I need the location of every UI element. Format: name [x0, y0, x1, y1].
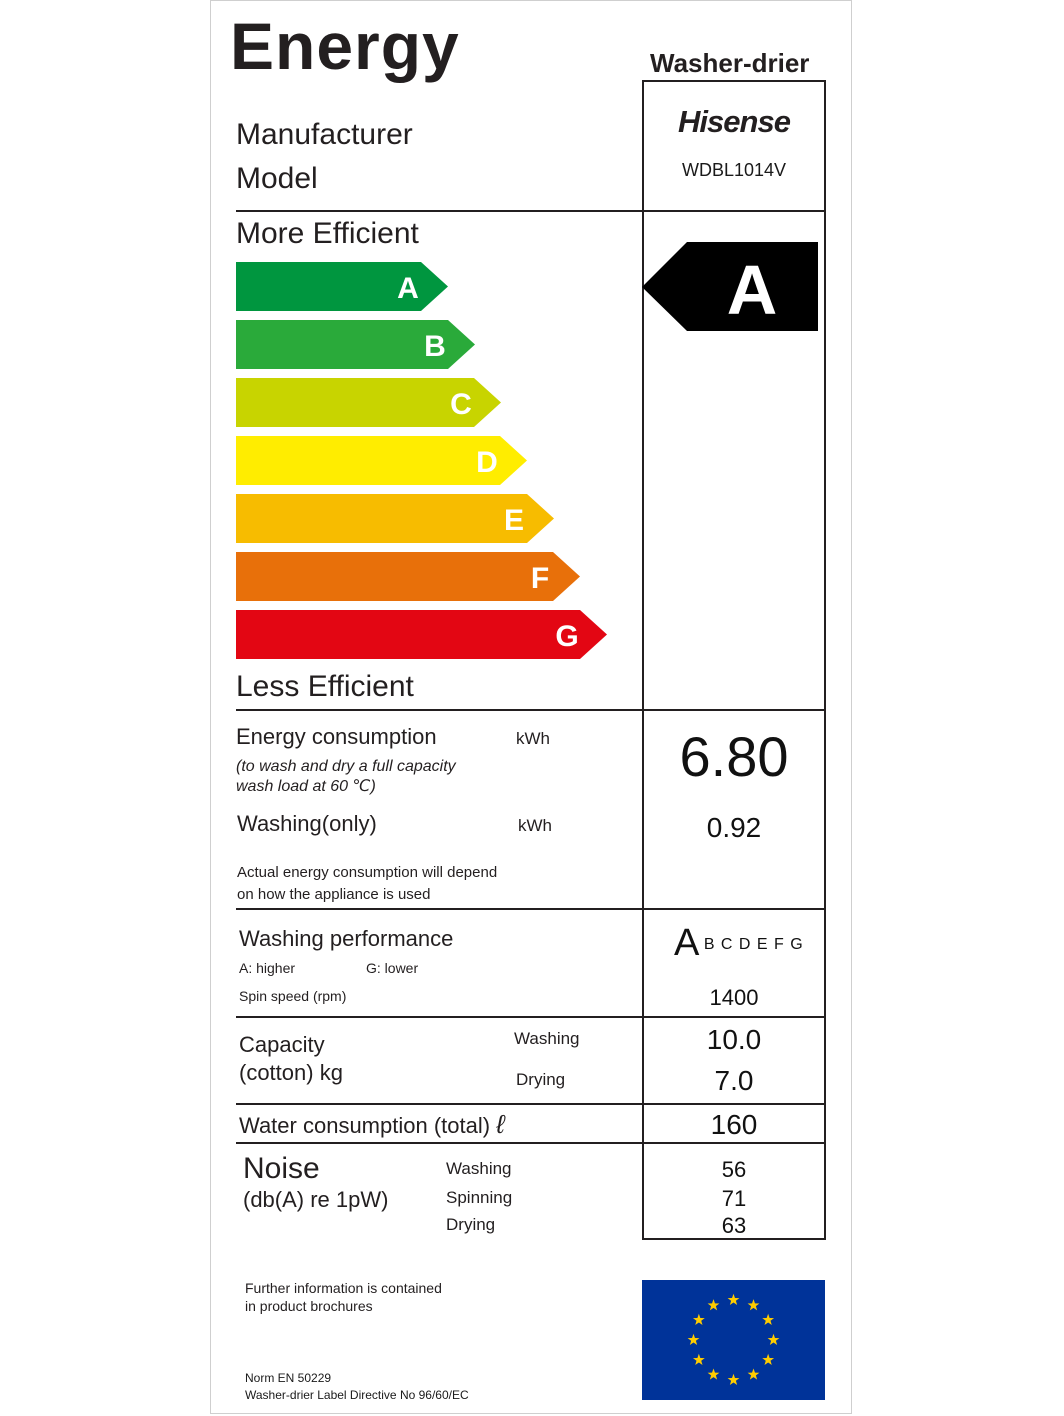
class-bar-g-shape	[236, 610, 607, 659]
label-frame	[210, 0, 852, 1414]
class-bar-b: B	[236, 320, 475, 369]
eu-star-icon	[762, 1313, 775, 1326]
eu-star-icon	[767, 1333, 780, 1346]
noise-unit: (db(A) re 1pW)	[243, 1187, 389, 1212]
energy-note-line1: (to wash and dry a full capacity	[236, 758, 456, 775]
class-bar-e-letter: E	[504, 504, 524, 537]
more-efficient-label: More Efficient	[236, 217, 419, 250]
eu-star-icon	[692, 1313, 705, 1326]
class-bar-a-shape	[236, 262, 448, 311]
performance-rating-big: A	[674, 922, 700, 964]
appliance-type: Washer-drier	[650, 48, 810, 78]
performance-higher-label: A: higher	[239, 960, 296, 976]
class-bar-f-letter: F	[531, 562, 549, 595]
manufacturer-label: Manufacturer	[236, 118, 413, 151]
class-bar-c-shape	[236, 378, 501, 427]
noise-washing-value: 56	[721, 1157, 747, 1182]
water-consumption-value: 160	[710, 1109, 758, 1140]
class-bar-c: C	[236, 378, 501, 427]
spin-speed-value: 1400	[709, 985, 759, 1010]
divider-identity	[236, 210, 826, 212]
class-bar-b-shape	[236, 320, 475, 369]
eu-star-icon	[762, 1353, 775, 1366]
performance-lower-label: G: lower	[366, 960, 419, 976]
rating-arrow: A	[642, 242, 818, 331]
water-unit: ℓ	[496, 1109, 505, 1139]
energy-consumption-value: 6.80	[679, 725, 789, 788]
performance-rating-rest: B C D E F G	[703, 936, 804, 953]
class-bar-d-letter: D	[476, 446, 498, 479]
less-efficient-label: Less Efficient	[236, 670, 414, 703]
eu-star-icon	[707, 1368, 720, 1380]
class-bar-a-letter: A	[397, 272, 419, 305]
class-bar-g-letter: G	[555, 620, 578, 653]
noise-label: Noise	[243, 1152, 320, 1185]
efficiency-scale: A B C D E F G	[236, 262, 607, 659]
footer-directive: Washer-drier Label Directive No 96/60/EC	[245, 1388, 469, 1402]
class-bar-d-shape	[236, 436, 527, 485]
divider-capacity	[236, 1103, 826, 1105]
eu-flag-icon	[642, 1280, 825, 1400]
divider-scale	[236, 709, 826, 711]
divider-performance	[236, 1016, 826, 1018]
noise-spinning-label: Spinning	[446, 1188, 513, 1207]
energy-note-line2: wash load at 60 ℃)	[236, 778, 376, 795]
washing-only-value: 0.92	[706, 812, 762, 843]
capacity-drying-label: Drying	[516, 1070, 566, 1089]
capacity-washing-label: Washing	[514, 1029, 580, 1048]
noise-drying-value: 63	[721, 1213, 747, 1238]
class-bar-a: A	[236, 262, 448, 311]
eu-star-icon	[727, 1293, 740, 1306]
capacity-drying-value: 7.0	[714, 1065, 754, 1096]
eu-star-icon	[687, 1333, 700, 1346]
footer-info-line1: Further information is contained	[245, 1280, 442, 1296]
washing-only-unit: kWh	[518, 816, 552, 835]
noise-washing-label: Washing	[446, 1159, 512, 1178]
class-bar-b-letter: B	[424, 330, 446, 363]
actual-consumption-line2: on how the appliance is used	[237, 886, 431, 903]
energy-consumption-unit: kWh	[516, 729, 550, 748]
eu-star-icon	[692, 1353, 705, 1366]
model-label: Model	[236, 162, 318, 195]
class-bar-c-letter: C	[450, 388, 472, 421]
water-consumption-text: Water consumption (total)	[239, 1113, 491, 1138]
spin-speed-label: Spin speed (rpm)	[239, 988, 347, 1004]
class-bar-f: F	[236, 552, 580, 601]
performance-rating: A B C D E F G	[674, 922, 804, 965]
class-bar-g: G	[236, 610, 607, 659]
noise-drying-label: Drying	[446, 1215, 496, 1234]
eu-star-icon	[747, 1299, 760, 1311]
class-bar-e-shape	[236, 494, 554, 543]
footer-info-line2: in product brochures	[245, 1298, 373, 1314]
divider-energy	[236, 908, 826, 910]
actual-consumption-line1: Actual energy consumption will depend	[237, 864, 498, 881]
eu-star-icon	[727, 1373, 740, 1386]
noise-spinning-value: 71	[721, 1186, 747, 1211]
eu-star-icon	[747, 1368, 760, 1380]
class-bar-f-shape	[236, 552, 580, 601]
eu-star-icon	[707, 1299, 720, 1311]
capacity-washing-value: 10.0	[706, 1024, 762, 1055]
energy-consumption-label: Energy consumption	[236, 724, 437, 749]
capacity-unit: (cotton) kg	[239, 1060, 343, 1085]
water-consumption-label: Water consumption (total) ℓ	[239, 1109, 505, 1140]
value-column	[642, 80, 826, 1240]
class-bar-e: E	[236, 494, 554, 543]
manufacturer-logo: Hisense	[678, 104, 791, 139]
washing-only-label: Washing(only)	[237, 811, 377, 836]
model-value: WDBL1014V	[681, 160, 787, 180]
footer-norm: Norm EN 50229	[245, 1371, 332, 1385]
washing-performance-label: Washing performance	[239, 926, 454, 951]
page-title: Energy	[230, 9, 460, 83]
divider-water	[236, 1142, 826, 1144]
class-bar-d: D	[236, 436, 527, 485]
capacity-label: Capacity	[239, 1032, 325, 1057]
rating-letter: A	[727, 251, 778, 329]
